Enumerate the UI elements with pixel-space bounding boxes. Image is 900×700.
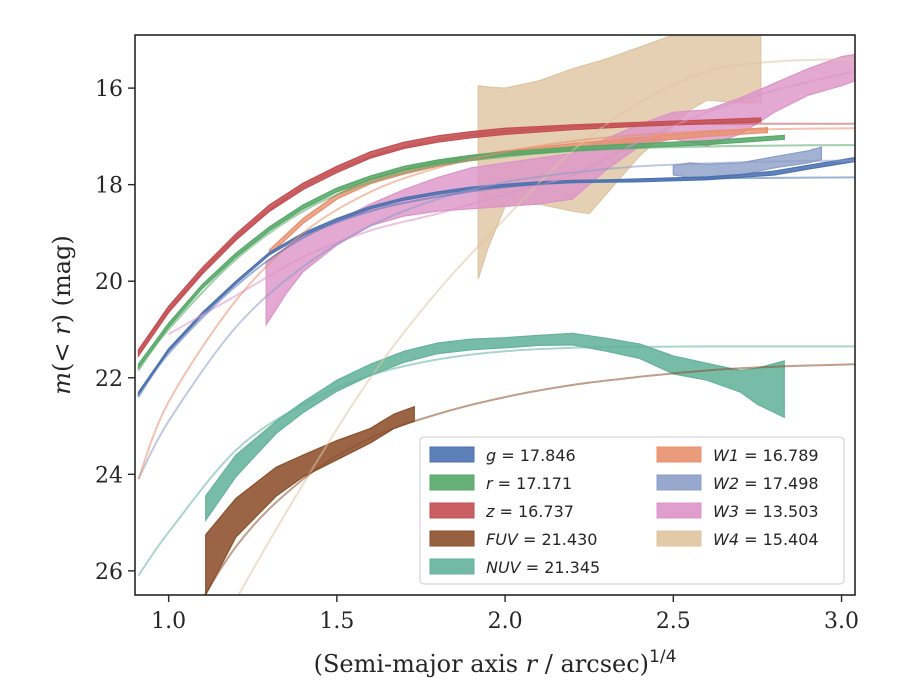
y-label-close: )	[48, 314, 76, 323]
model-curve-W4	[237, 58, 855, 595]
y-tick-label: 20	[95, 270, 123, 295]
y-axis-ticks: 16 18 20 22 24 26	[95, 77, 135, 585]
y-tick-label: 16	[95, 77, 123, 102]
legend-swatch-W2	[656, 474, 702, 491]
legend-swatch-r	[429, 474, 475, 491]
x-tick-label: 3.0	[824, 609, 859, 634]
legend-label-FUV: FUV = 21.430	[486, 530, 597, 549]
x-label-pre: (Semi-major axis	[314, 650, 526, 678]
y-label-r: r	[48, 322, 76, 335]
band-g	[137, 156, 855, 397]
legend-swatch-z	[429, 502, 475, 519]
legend-item-W2: W2 = 17.498	[656, 474, 819, 493]
legend-swatch-FUV	[429, 530, 475, 547]
x-label-var: r	[526, 650, 539, 678]
series-bands	[137, 35, 855, 595]
legend-swatch-g	[429, 446, 475, 463]
legend-item-NUV: NUV = 21.345	[429, 558, 600, 577]
legend-label-W1: W1 = 16.789	[713, 446, 819, 465]
legend-item-W1: W1 = 16.789	[656, 446, 819, 465]
legend-label-z: z = 16.737	[485, 502, 574, 521]
legend-label-W4: W4 = 15.404	[713, 530, 819, 549]
legend-swatch-W3	[656, 502, 702, 519]
y-tick-label: 26	[95, 560, 123, 585]
legend-label-r: r = 17.171	[486, 474, 572, 493]
y-label-unit: (mag)	[48, 235, 76, 314]
legend-item-r: r = 17.171	[429, 474, 572, 493]
legend-swatch-W1	[656, 446, 702, 463]
model-curve-z	[137, 122, 855, 355]
legend-label-W2: W2 = 17.498	[713, 474, 819, 493]
x-label-exponent: 1/4	[649, 647, 676, 667]
x-axis-ticks: 1.0 1.5 2.0 2.5 3.0	[151, 595, 859, 634]
plot-frame	[134, 34, 856, 596]
y-label-lt: <	[48, 335, 76, 363]
x-tick-label: 2.5	[656, 609, 691, 634]
legend-item-z: z = 16.737	[429, 502, 574, 521]
legend-swatch-NUV	[429, 558, 475, 575]
legend-swatch-W4	[656, 530, 702, 547]
legend-label-W3: W3 = 13.503	[713, 502, 819, 521]
band-z	[137, 117, 762, 358]
y-label-open: (	[48, 363, 76, 372]
x-tick-label: 2.0	[488, 609, 523, 634]
legend-item-FUV: FUV = 21.430	[429, 530, 597, 549]
legend-label-NUV: NUV = 21.345	[486, 558, 600, 577]
band-r	[137, 134, 785, 370]
model-curve-W3	[168, 70, 855, 336]
band-FUV	[205, 405, 415, 595]
legend-box	[419, 436, 845, 585]
model-curve-NUV	[137, 345, 855, 577]
x-tick-label: 1.5	[319, 609, 354, 634]
y-tick-label: 24	[95, 463, 123, 488]
legend-label-g: g = 17.846	[486, 446, 576, 465]
legend-item-W4: W4 = 15.404	[656, 530, 819, 549]
model-curve-FUV	[203, 363, 855, 595]
x-axis-label: (Semi-major axis r / arcsec)1/4	[314, 647, 677, 678]
legend-item-g: g = 17.846	[429, 446, 576, 465]
y-label-m: m	[48, 372, 76, 395]
legend: g = 17.846 r = 17.171 z = 16.737 FUV = 21.4…	[419, 436, 845, 585]
legend-item-W3: W3 = 13.503	[656, 502, 819, 521]
y-tick-label: 18	[95, 174, 123, 199]
y-tick-label: 22	[95, 367, 123, 392]
x-tick-label: 1.0	[151, 609, 186, 634]
model-curve-g	[137, 176, 855, 398]
model-curves	[137, 58, 855, 595]
model-curve-r	[137, 144, 855, 372]
x-label-post: / arcsec)	[537, 650, 649, 678]
y-axis-label: m(< r) (mag)	[48, 235, 76, 395]
